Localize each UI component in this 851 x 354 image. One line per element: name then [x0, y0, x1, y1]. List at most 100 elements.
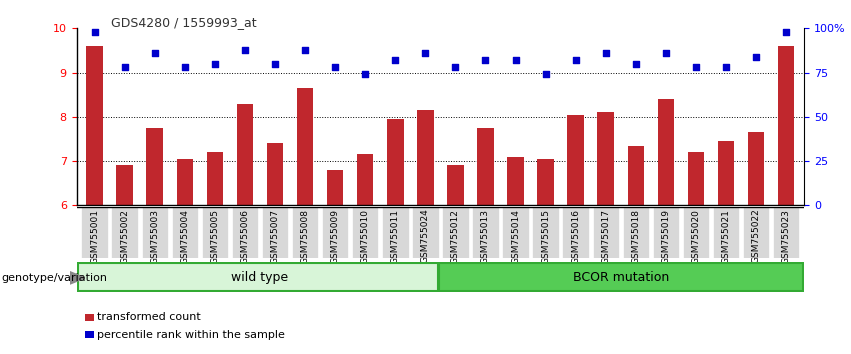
Bar [266, 143, 283, 205]
FancyBboxPatch shape [352, 207, 379, 258]
Text: transformed count: transformed count [97, 312, 201, 322]
Point [389, 57, 403, 63]
Point [568, 57, 582, 63]
FancyBboxPatch shape [111, 207, 138, 258]
Point [599, 50, 613, 56]
Point [659, 50, 672, 56]
FancyBboxPatch shape [292, 207, 318, 258]
FancyBboxPatch shape [141, 207, 168, 258]
Text: GDS4280 / 1559993_at: GDS4280 / 1559993_at [111, 16, 256, 29]
Text: GSM755006: GSM755006 [241, 209, 249, 264]
Text: GSM755012: GSM755012 [451, 209, 460, 263]
Bar [357, 154, 374, 205]
Text: GSM755004: GSM755004 [180, 209, 189, 263]
Text: GSM755014: GSM755014 [511, 209, 520, 263]
FancyBboxPatch shape [322, 207, 348, 258]
Bar [507, 157, 524, 205]
Bar [297, 88, 313, 205]
Text: GSM755024: GSM755024 [421, 209, 430, 263]
Bar [537, 159, 554, 205]
Bar [597, 113, 614, 205]
Text: GSM755007: GSM755007 [271, 209, 279, 264]
Text: GSM755019: GSM755019 [661, 209, 671, 264]
Text: GSM755021: GSM755021 [722, 209, 730, 263]
Text: GSM755002: GSM755002 [120, 209, 129, 263]
Text: GSM755008: GSM755008 [300, 209, 310, 264]
FancyBboxPatch shape [773, 207, 799, 258]
FancyBboxPatch shape [502, 207, 528, 258]
Bar [778, 46, 795, 205]
FancyBboxPatch shape [472, 207, 499, 258]
Point [448, 64, 462, 70]
Bar [627, 145, 644, 205]
Bar [417, 110, 434, 205]
Point [178, 64, 191, 70]
Point [419, 50, 432, 56]
Text: GSM755003: GSM755003 [151, 209, 159, 264]
Text: genotype/variation: genotype/variation [2, 273, 108, 283]
FancyBboxPatch shape [683, 207, 709, 258]
Text: GSM755018: GSM755018 [631, 209, 640, 264]
FancyBboxPatch shape [78, 263, 438, 291]
Point [118, 64, 132, 70]
FancyBboxPatch shape [82, 207, 108, 258]
FancyBboxPatch shape [443, 207, 469, 258]
Text: GSM755015: GSM755015 [541, 209, 550, 264]
Text: GSM755022: GSM755022 [751, 209, 761, 263]
Bar [237, 103, 254, 205]
Bar [717, 141, 734, 205]
FancyBboxPatch shape [202, 207, 228, 258]
Text: GSM755011: GSM755011 [391, 209, 400, 264]
Point [749, 54, 762, 59]
Text: GSM755023: GSM755023 [782, 209, 791, 263]
Point [689, 64, 703, 70]
Bar [658, 99, 674, 205]
Bar [146, 128, 163, 205]
FancyBboxPatch shape [563, 207, 589, 258]
Text: GSM755020: GSM755020 [692, 209, 700, 263]
Bar [447, 166, 464, 205]
Bar [327, 170, 344, 205]
FancyBboxPatch shape [172, 207, 198, 258]
FancyBboxPatch shape [743, 207, 769, 258]
Point [629, 61, 643, 67]
Polygon shape [70, 272, 85, 284]
Text: BCOR mutation: BCOR mutation [573, 270, 669, 284]
FancyBboxPatch shape [439, 263, 802, 291]
FancyBboxPatch shape [382, 207, 408, 258]
Bar [117, 166, 133, 205]
Text: GSM755016: GSM755016 [571, 209, 580, 264]
Point [208, 61, 222, 67]
Text: GSM755013: GSM755013 [481, 209, 490, 264]
FancyBboxPatch shape [231, 207, 258, 258]
Point [780, 29, 793, 35]
Point [88, 29, 101, 35]
Bar [477, 128, 494, 205]
Point [509, 57, 523, 63]
Bar [688, 152, 705, 205]
Bar [86, 46, 103, 205]
FancyBboxPatch shape [713, 207, 740, 258]
Point [238, 47, 252, 52]
FancyBboxPatch shape [623, 207, 649, 258]
Text: GSM755009: GSM755009 [331, 209, 340, 264]
Point [358, 72, 372, 77]
Bar [568, 115, 584, 205]
Bar [748, 132, 764, 205]
Point [299, 47, 312, 52]
Point [148, 50, 162, 56]
FancyBboxPatch shape [653, 207, 679, 258]
Point [478, 57, 492, 63]
Point [539, 72, 552, 77]
Text: wild type: wild type [231, 270, 288, 284]
Text: GSM755001: GSM755001 [90, 209, 99, 264]
Bar [387, 119, 403, 205]
Text: GSM755010: GSM755010 [361, 209, 369, 264]
Text: GSM755005: GSM755005 [210, 209, 220, 264]
FancyBboxPatch shape [262, 207, 288, 258]
FancyBboxPatch shape [592, 207, 619, 258]
Text: percentile rank within the sample: percentile rank within the sample [97, 330, 285, 339]
Point [719, 64, 733, 70]
FancyBboxPatch shape [533, 207, 559, 258]
FancyBboxPatch shape [412, 207, 438, 258]
